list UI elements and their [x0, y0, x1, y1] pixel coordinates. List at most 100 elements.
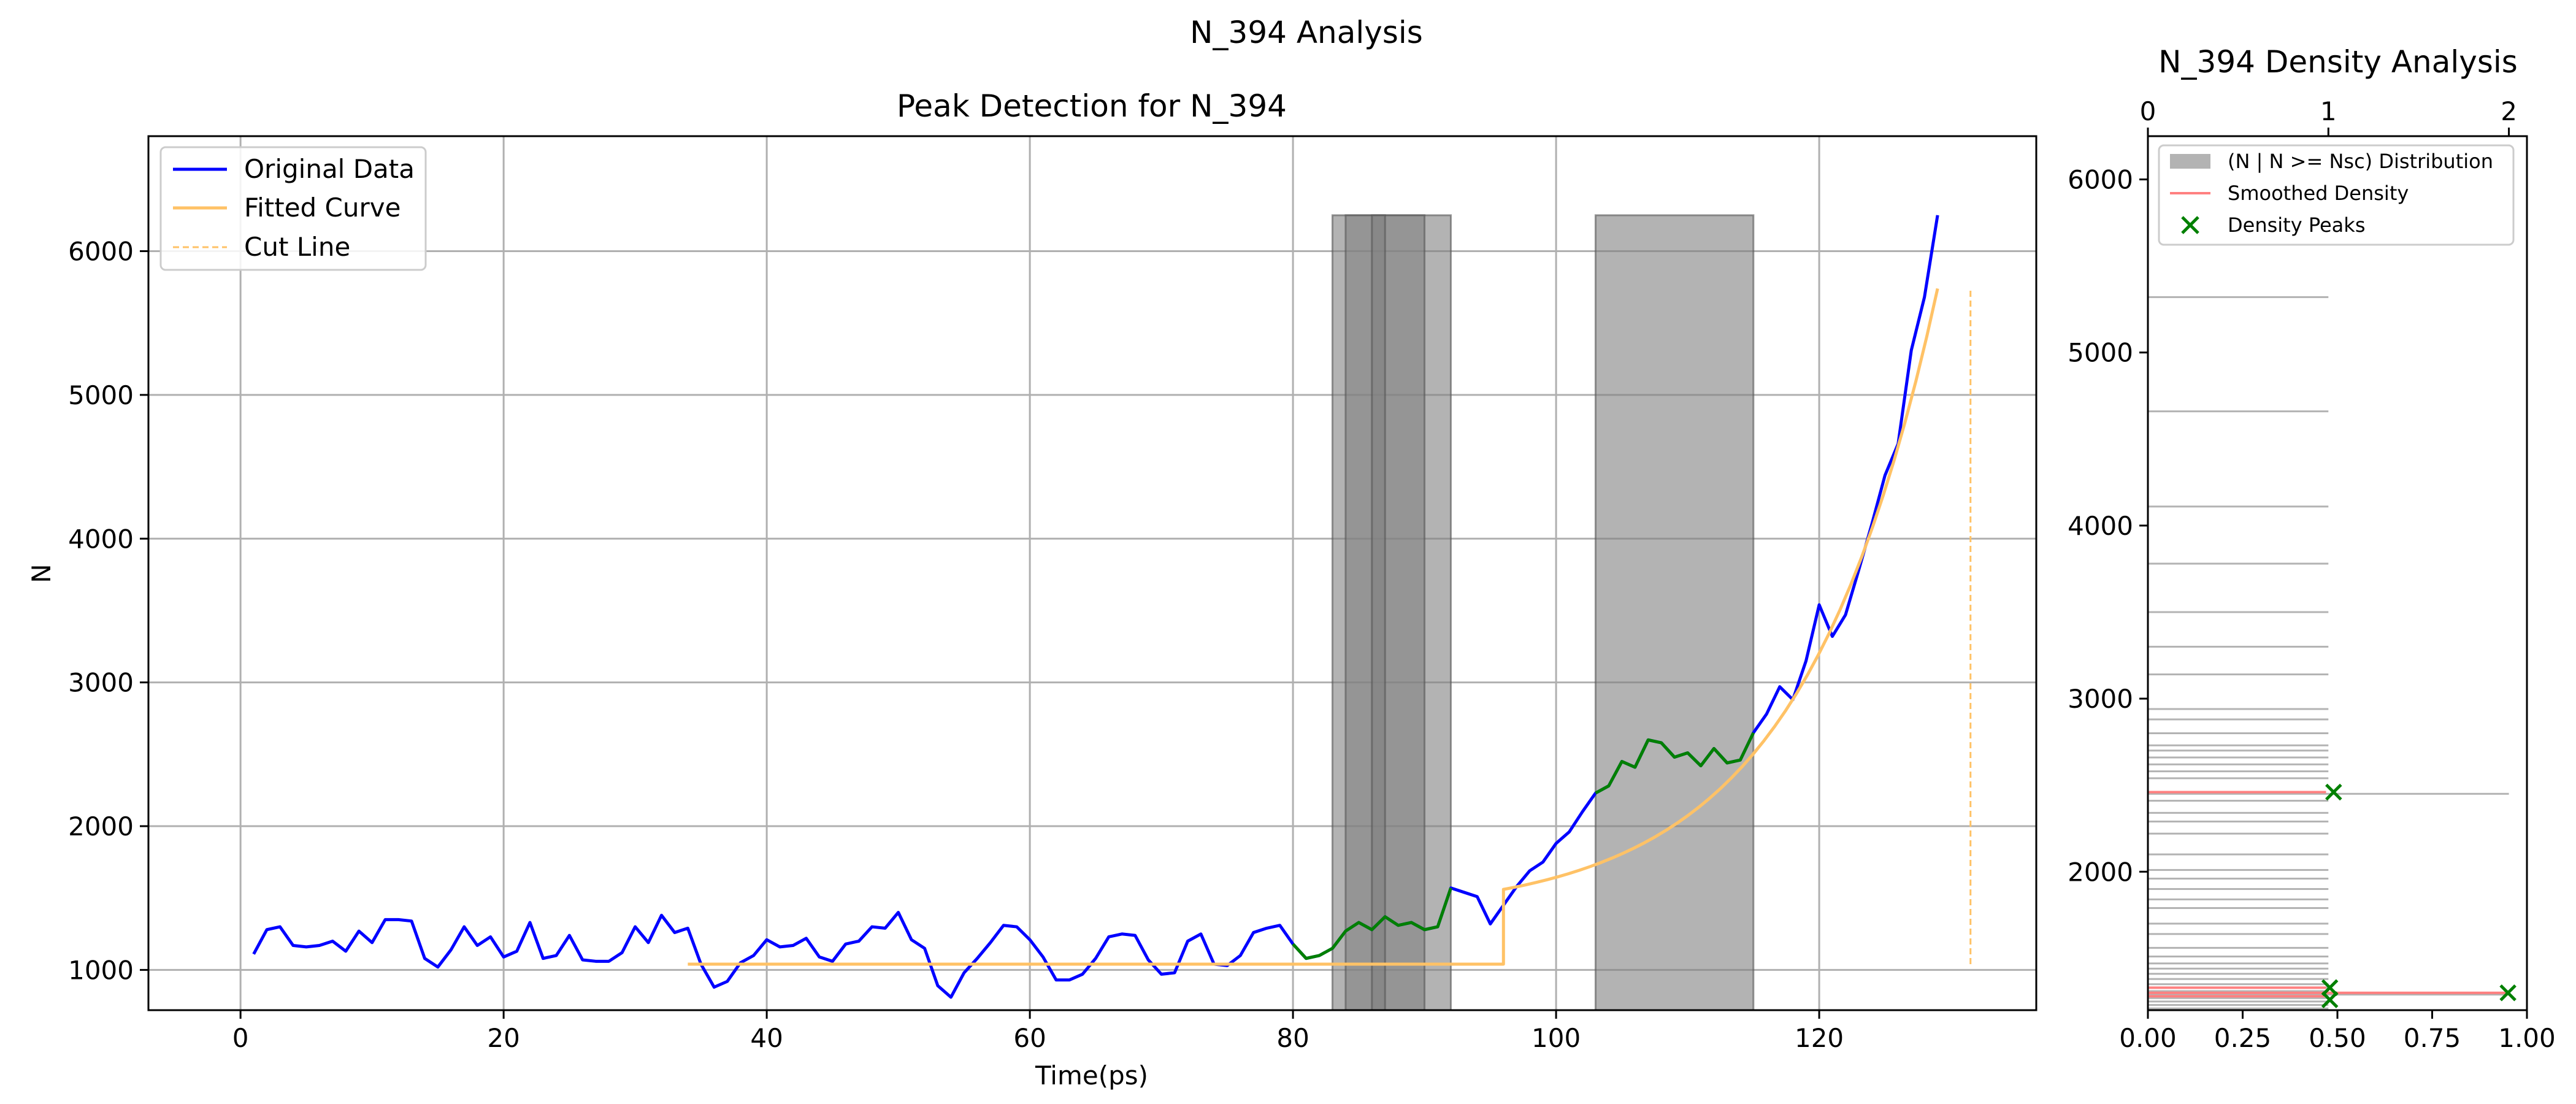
density-ticks: 2000 3000 4000 5000 6000 0 1 2 0.00 0.25 0.50 0.75 1…	[2068, 96, 2556, 1053]
density-hist-bar	[2148, 800, 2329, 802]
density-hist-bar	[2148, 933, 2329, 935]
main-x-tick-label: 120	[1795, 1023, 1844, 1053]
density-hist-bar	[2148, 718, 2329, 721]
main-peak-bands	[1331, 214, 1755, 1011]
density-title: N_394 Density Analysis	[2158, 44, 2518, 80]
density-hist-bar	[2148, 820, 2329, 822]
legend-peaks-label: Density Peaks	[2228, 213, 2365, 237]
main-y-tick-label: 3000	[68, 668, 134, 698]
density-smoothed	[2148, 791, 2509, 998]
density-top-tick-label: 0	[2140, 96, 2156, 126]
density-top-tick-label: 1	[2320, 96, 2337, 126]
main-chart: Peak Detection for N_394 0 20 40 60 80 100 120…	[26, 88, 2037, 1091]
density-peak-marker	[2321, 979, 2339, 997]
peak-segment-line	[1292, 887, 1452, 960]
density-peak-marker	[2499, 984, 2517, 1002]
peak-segment-line	[1595, 732, 1755, 795]
density-bottom-tick-label: 1.00	[2498, 1023, 2556, 1053]
legend-peak-marker	[2181, 216, 2199, 234]
density-hist-bar	[2148, 853, 2329, 856]
density-hist-bar	[2148, 763, 2329, 765]
density-hist-bar	[2148, 1004, 2329, 1006]
main-xlabel: Time(ps)	[1035, 1060, 1148, 1091]
density-hist-bar	[2148, 645, 2329, 648]
density-hist-bar	[2148, 792, 2509, 795]
density-hist-bar	[2148, 990, 2329, 992]
density-peak-stroke	[2499, 984, 2517, 1002]
main-x-tick-label: 0	[232, 1023, 249, 1053]
density-hist-bar	[2148, 756, 2329, 759]
main-legend: Original Data Fitted Curve Cut Line	[159, 146, 427, 271]
density-hist-bar	[2148, 1000, 2329, 1003]
figure-suptitle: N_394 Analysis	[1190, 15, 1423, 50]
main-legend-box	[159, 146, 427, 271]
density-hist-bar	[2148, 1007, 2329, 1010]
density-hist-bar	[2148, 673, 2329, 676]
main-y-tick-label: 1000	[68, 955, 134, 985]
density-y-tick-label: 3000	[2068, 684, 2133, 714]
density-top-tick-label: 2	[2501, 96, 2517, 126]
density-hist-bar	[2148, 887, 2329, 890]
density-hist-bar	[2148, 770, 2329, 773]
fitted-curve-line	[688, 288, 1939, 966]
peak-band	[1371, 214, 1386, 1011]
density-peak-stroke	[2325, 783, 2342, 801]
density-legend: (N | N >= Nsc) Distribution Smoothed Den…	[2158, 144, 2515, 246]
main-ylabel: N	[26, 564, 56, 583]
density-hist-bar	[2148, 708, 2329, 710]
density-bottom-tick-label: 0.50	[2309, 1023, 2366, 1053]
density-axes-frame	[2147, 135, 2528, 1011]
legend-cut-label: Cut Line	[244, 232, 350, 262]
main-y-tick-label: 2000	[68, 811, 134, 841]
density-hist-bar	[2148, 994, 2509, 996]
main-x-tick-label: 80	[1276, 1023, 1309, 1053]
density-hist-bar	[2148, 922, 2329, 925]
density-chart: N_394 Density Analysis 2000 3000 4000 5000 6…	[2068, 44, 2556, 1053]
density-hist-bar	[2148, 811, 2329, 814]
density-y-tick-label: 5000	[2068, 338, 2133, 368]
density-hist-bar	[2148, 777, 2329, 780]
density-hist-bar	[2148, 983, 2329, 986]
legend-hist-label: (N | N >= Nsc) Distribution	[2228, 150, 2493, 173]
density-bottom-tick-label: 0.00	[2119, 1023, 2177, 1053]
density-hist-bar	[2148, 962, 2329, 965]
main-x-tick-label: 60	[1013, 1023, 1046, 1053]
density-hist-bar	[2148, 611, 2329, 613]
density-hist-bar	[2148, 562, 2329, 565]
density-peak-stroke	[2321, 979, 2339, 997]
density-y-tick-label: 6000	[2068, 165, 2133, 195]
density-hist-bar	[2148, 946, 2329, 949]
main-y-tick-label: 5000	[68, 380, 134, 410]
density-y-tick-label: 4000	[2068, 511, 2133, 541]
main-ticks: 0 20 40 60 80 100 120 1000 2000 3000 4000 5000 6000	[68, 237, 1844, 1054]
main-series	[252, 215, 1972, 999]
density-bottom-tick-label: 0.25	[2214, 1023, 2272, 1053]
legend-hist-swatch	[2170, 154, 2210, 169]
main-y-tick-label: 4000	[68, 524, 134, 554]
density-hist-bar	[2148, 907, 2329, 910]
density-hist-bar	[2148, 967, 2329, 970]
density-hist-bar	[2148, 956, 2329, 958]
legend-original-label: Original Data	[244, 154, 415, 184]
density-hist-bar	[2148, 898, 2329, 900]
main-x-tick-label: 40	[750, 1023, 783, 1053]
density-peak-stroke	[2321, 991, 2339, 1008]
main-y-tick-label: 6000	[68, 237, 134, 267]
density-bottom-tick-label: 0.75	[2404, 1023, 2461, 1053]
density-peak-marker	[2325, 783, 2342, 801]
main-title: Peak Detection for N_394	[897, 88, 1287, 124]
density-hist-bar	[2148, 744, 2329, 746]
main-axes-frame	[147, 135, 2037, 1011]
density-legend-box	[2158, 144, 2515, 246]
density-peak-marker	[2321, 991, 2339, 1008]
density-hist-bar	[2148, 732, 2329, 735]
main-x-tick-label: 100	[1531, 1023, 1581, 1053]
density-hist-bar	[2148, 505, 2329, 508]
legend-smoothed-label: Smoothed Density	[2228, 182, 2409, 205]
density-hist-bar	[2148, 978, 2329, 980]
density-hist-bar	[2148, 868, 2329, 871]
density-hist-bar	[2148, 973, 2329, 975]
density-peaks	[2321, 783, 2517, 1008]
